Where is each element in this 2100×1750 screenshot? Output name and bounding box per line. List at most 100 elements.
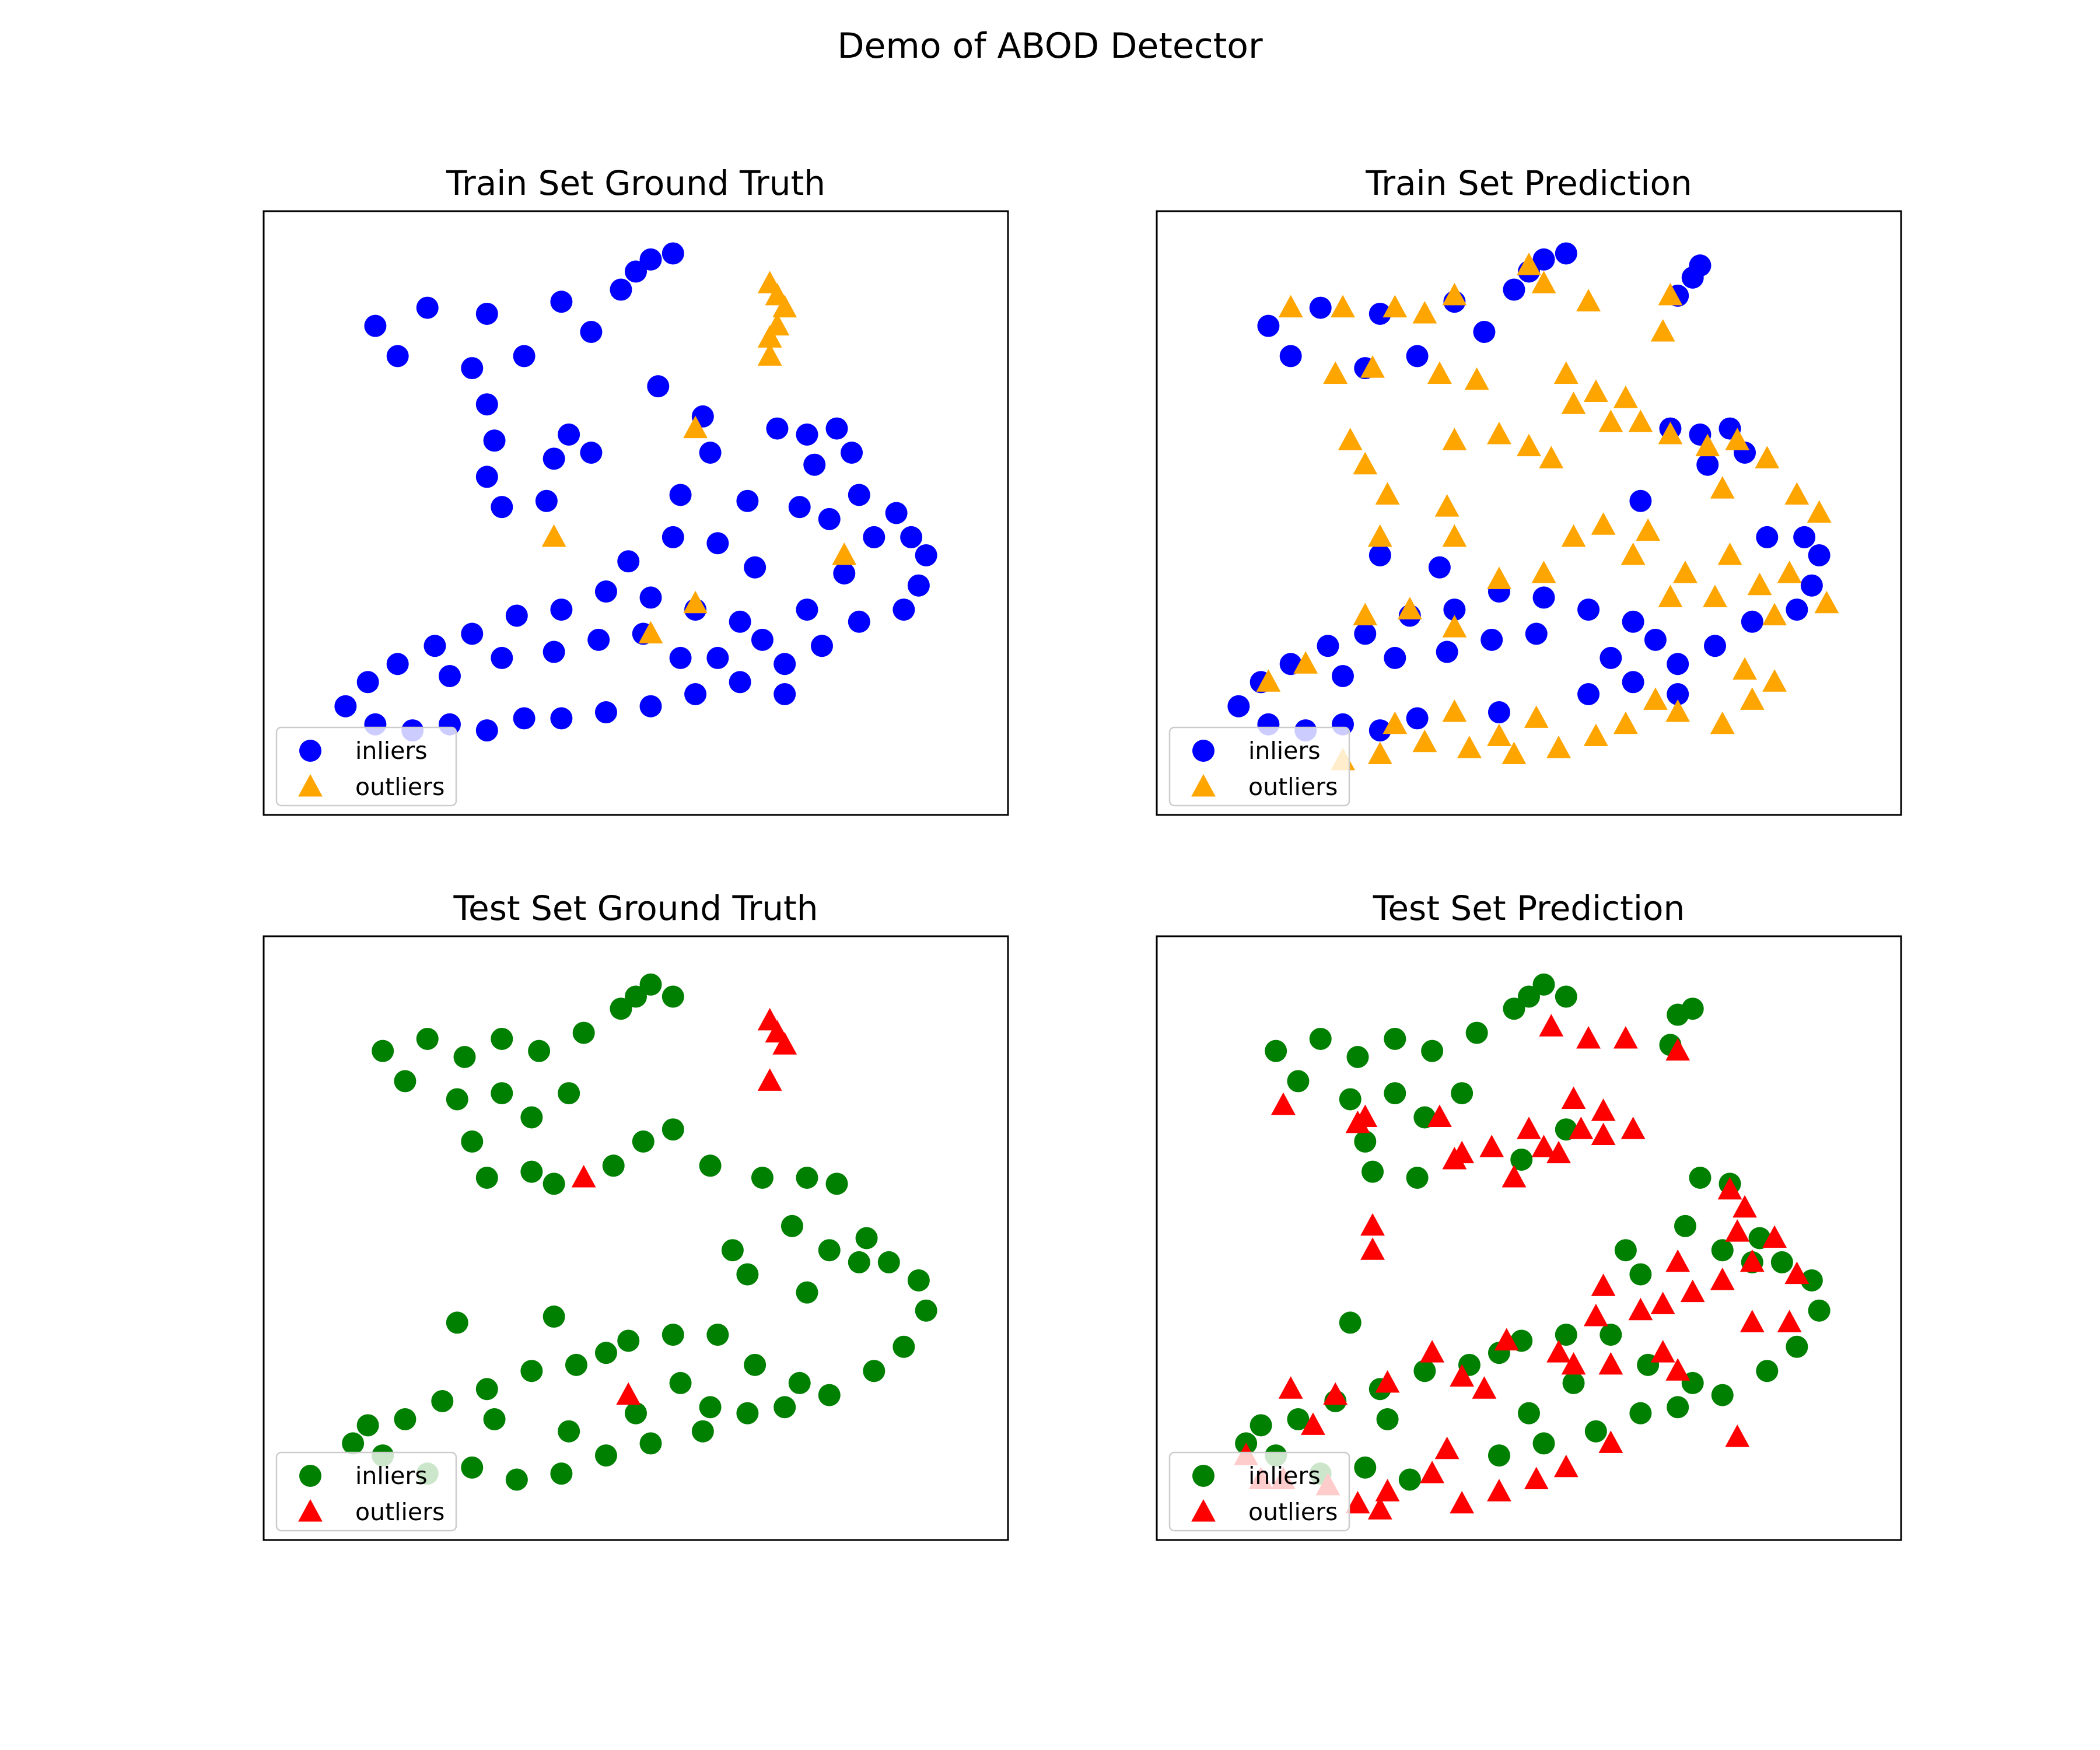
inlier-point: [796, 1281, 818, 1304]
axes-frame: [262, 210, 1009, 816]
inlier-point: [491, 496, 513, 519]
inlier-point: [877, 1251, 900, 1273]
legend-label-outliers: outliers: [355, 773, 444, 801]
inlier-point: [475, 393, 498, 416]
legend-label-inliers: inliers: [1248, 1462, 1321, 1490]
inlier-point: [1532, 248, 1555, 271]
inlier-point: [542, 1172, 565, 1195]
inlier-point: [520, 1106, 543, 1129]
chart-panel-4: Test Set Prediction inliers outliers: [1156, 888, 1902, 1541]
axes-frame: [262, 935, 1009, 1541]
inlier-point: [1584, 1420, 1607, 1443]
inlier-point: [848, 610, 870, 633]
outlier-point: [1576, 1026, 1601, 1049]
legend: inliers outliers: [1168, 1451, 1350, 1532]
inlier-point: [639, 586, 662, 609]
outlier-point: [1598, 1430, 1623, 1453]
inlier-point: [1257, 314, 1280, 337]
inlier-point: [848, 1251, 870, 1273]
inlier-point: [558, 423, 580, 446]
inlier-point: [1332, 664, 1354, 687]
inlier-point: [565, 1353, 587, 1376]
inlier-point: [1786, 1335, 1808, 1358]
outlier-point: [616, 1382, 641, 1405]
outlier-point: [757, 325, 782, 348]
inlier-point: [699, 442, 722, 464]
outlier-point: [1591, 1098, 1616, 1121]
inlier-point: [1577, 598, 1600, 621]
axes-frame: [1156, 210, 1902, 816]
inlier-point: [1428, 556, 1451, 579]
inlier-point: [774, 683, 796, 705]
inlier-point: [491, 1082, 513, 1105]
inlier-point: [721, 1239, 744, 1262]
inlier-point: [766, 417, 789, 440]
outlier-point: [1517, 1116, 1541, 1139]
inlier-point: [1629, 1263, 1652, 1286]
outlier-point: [1546, 1340, 1571, 1363]
outlier-point: [1442, 428, 1467, 450]
inlier-point: [439, 664, 461, 687]
outlier-point: [1628, 1297, 1653, 1321]
inlier-point: [1600, 646, 1622, 669]
inlier-point: [662, 985, 684, 1008]
legend-box: [275, 1451, 457, 1532]
inlier-point: [796, 423, 818, 446]
outlier-point: [1650, 1292, 1675, 1314]
inlier-point: [416, 1027, 439, 1050]
outlier-point: [1375, 482, 1400, 505]
inlier-point: [1354, 1130, 1377, 1153]
outlier-point: [1740, 1310, 1765, 1332]
outlier-point: [1375, 1479, 1400, 1502]
inlier-point: [416, 296, 439, 319]
outlier-point: [1353, 603, 1378, 625]
plot-area: [1227, 242, 1839, 771]
chart-title: Test Set Ground Truth: [453, 888, 818, 928]
inlier-point: [729, 671, 751, 694]
plot-area: [334, 242, 937, 742]
inlier-point: [1510, 1148, 1533, 1171]
inlier-point: [662, 1324, 684, 1346]
legend-box: [1168, 726, 1350, 807]
outlier-point: [1680, 1279, 1705, 1303]
inlier-point: [625, 985, 647, 1008]
inlier-point: [1451, 1082, 1474, 1105]
inlier-point: [1711, 1239, 1734, 1262]
outlier-point: [1732, 1195, 1757, 1218]
inlier-point: [542, 640, 565, 663]
inlier-point: [1227, 695, 1250, 718]
inlier-point: [610, 278, 632, 301]
inlier-point: [1629, 1402, 1652, 1424]
inlier-point: [1376, 1408, 1399, 1430]
inlier-point: [617, 1329, 640, 1352]
inlier-point: [461, 622, 484, 645]
chart-title: Train Set Prediction: [1365, 163, 1692, 203]
outlier-point: [1434, 1436, 1460, 1460]
inlier-point: [639, 695, 662, 718]
outlier-point: [1665, 699, 1690, 722]
inlier-point: [855, 1227, 878, 1250]
outlier-point: [1494, 1328, 1519, 1350]
inlier-point: [788, 1371, 811, 1394]
outlier-point: [1382, 711, 1408, 734]
inlier-point: [542, 447, 565, 470]
outlier-point: [1658, 421, 1683, 444]
outlier-point: [1665, 1358, 1690, 1381]
inlier-point: [356, 671, 379, 694]
inlier-point: [483, 429, 506, 452]
inlier-point: [1480, 628, 1503, 651]
inlier-point: [513, 707, 536, 730]
inlier-point: [572, 1021, 595, 1044]
outlier-point: [1628, 410, 1653, 432]
outlier-point: [1546, 1140, 1571, 1164]
outlier-point: [1338, 428, 1363, 450]
legend-label-inliers: inliers: [1248, 737, 1321, 765]
outlier-point: [1367, 1497, 1392, 1520]
inlier-point: [825, 417, 848, 440]
series-inliers: [1235, 973, 1831, 1491]
inlier-point: [1600, 1324, 1622, 1346]
inlier-point: [1629, 489, 1652, 512]
outlier-point: [1777, 561, 1802, 583]
inlier-point: [475, 302, 498, 325]
